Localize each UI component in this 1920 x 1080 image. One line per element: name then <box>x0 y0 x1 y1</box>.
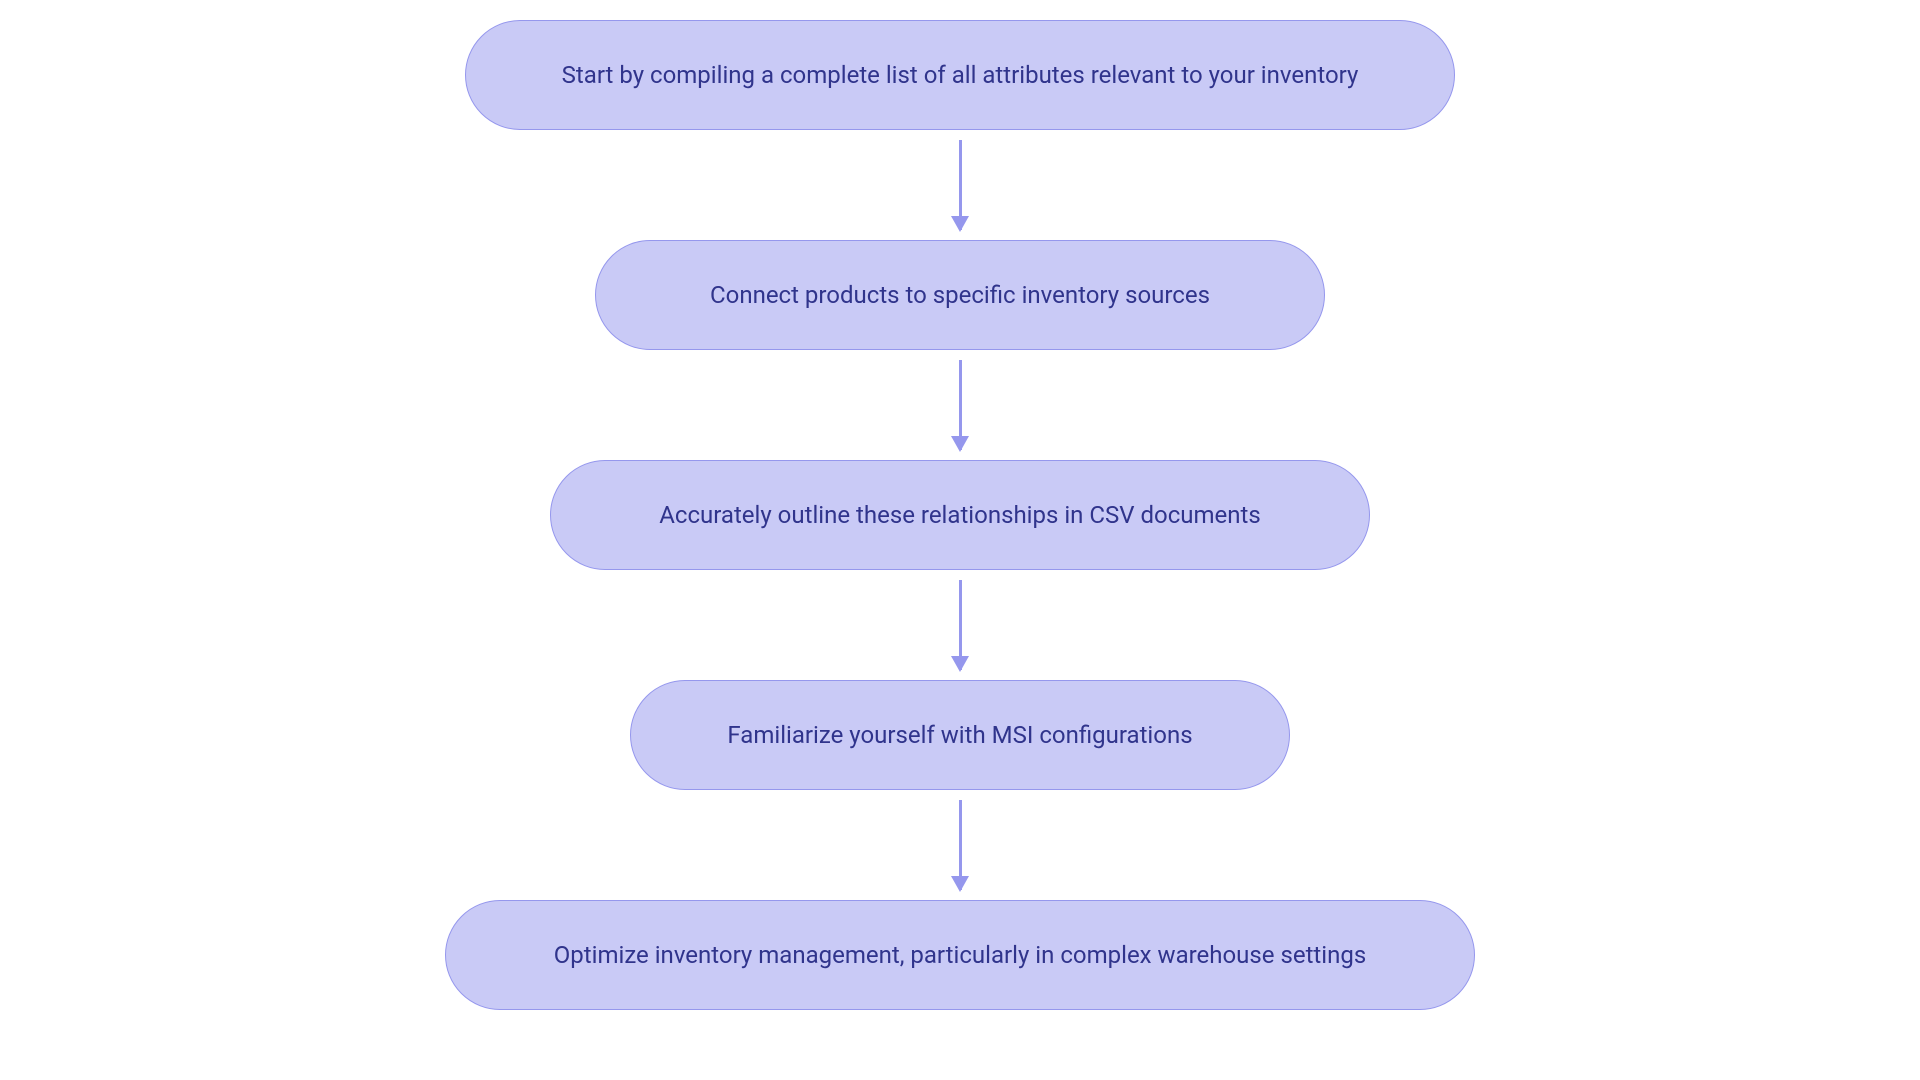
flowchart-node-2: Connect products to specific inventory s… <box>595 240 1325 350</box>
flowchart-arrow-2 <box>959 350 962 460</box>
flowchart-arrow-1 <box>959 130 962 240</box>
flowchart-node-4: Familiarize yourself with MSI configurat… <box>630 680 1290 790</box>
flowchart-node-5: Optimize inventory management, particula… <box>445 900 1475 1010</box>
flowchart-container: Start by compiling a complete list of al… <box>445 20 1475 1010</box>
flowchart-node-3: Accurately outline these relationships i… <box>550 460 1370 570</box>
flowchart-arrow-4 <box>959 790 962 900</box>
flowchart-arrow-3 <box>959 570 962 680</box>
flowchart-node-1: Start by compiling a complete list of al… <box>465 20 1455 130</box>
